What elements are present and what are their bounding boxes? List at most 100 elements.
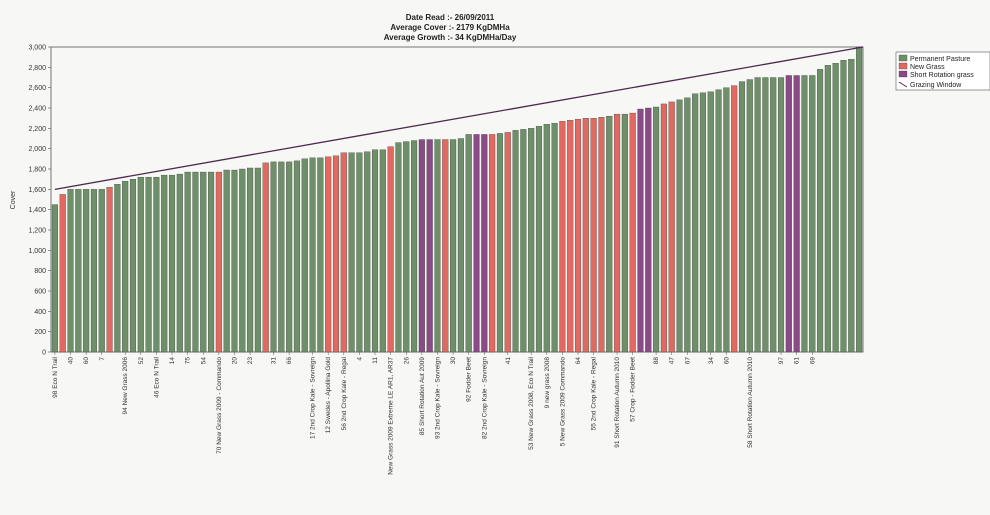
x-tick-label: 23 <box>247 357 254 365</box>
bar <box>785 75 792 353</box>
x-tick-label: 17 2nd Crop Kale - Sovreign <box>310 357 317 439</box>
bar <box>692 93 699 353</box>
y-tick-label: 1,000 <box>28 248 46 255</box>
x-tick-label: 69 <box>809 357 816 365</box>
bar <box>668 101 675 353</box>
bar <box>637 108 644 353</box>
y-tick-label: 1,200 <box>28 228 46 235</box>
date-read-text: Date Read :- 26/09/2011 <box>406 13 495 22</box>
bar <box>325 156 332 353</box>
bar <box>332 155 340 353</box>
bar <box>535 126 543 353</box>
x-tick-label: 60 <box>83 357 90 365</box>
x-tick-label: 5 New Grass 2009 Commando <box>559 357 566 447</box>
bar <box>629 112 636 353</box>
bar <box>465 134 472 353</box>
bar <box>247 167 254 353</box>
bar <box>309 157 316 353</box>
legend-swatch-permanent <box>898 54 908 62</box>
bar <box>770 77 777 353</box>
bar <box>426 139 433 353</box>
y-tick-label: 2,800 <box>28 65 46 72</box>
bar <box>387 146 394 353</box>
x-tick-label: 56 2nd Crop Kale - Regal <box>341 356 348 430</box>
bar <box>450 139 457 353</box>
bar <box>840 60 847 353</box>
bar <box>856 46 863 353</box>
y-tick-label: 2,200 <box>28 126 46 133</box>
x-tick-label: 14 <box>169 357 176 365</box>
x-tick-label: 12 Swedes - Apollina Gold <box>325 357 332 434</box>
legend-label-new-grass: New Grass <box>910 64 945 71</box>
y-tick-label: 1,600 <box>28 187 46 194</box>
y-tick-label: 1,800 <box>28 167 46 174</box>
bar <box>239 168 246 353</box>
y-tick-label: 400 <box>34 309 46 316</box>
bar <box>793 75 800 353</box>
bar <box>504 132 511 353</box>
bar <box>598 117 605 353</box>
bar <box>699 92 706 353</box>
bar <box>411 140 418 353</box>
bar <box>98 189 105 353</box>
bar <box>231 169 238 353</box>
x-tick-label: 46 Eco N Trail <box>153 356 160 397</box>
bar <box>192 171 199 353</box>
x-tick-label: 40 <box>68 357 75 365</box>
x-tick-label: 93 2nd Crop Kale - Sovreign <box>434 357 441 439</box>
x-tick-label: 91 Short Rotation Autumn 2010 <box>614 357 621 448</box>
x-tick-label: 20 <box>231 357 238 365</box>
bar <box>262 162 269 353</box>
bar <box>528 128 535 353</box>
bar <box>270 161 277 353</box>
x-tick-label: 75 <box>185 357 192 365</box>
plot-area: 0 200 400 600 800 1,000 1,200 1,400 1,600 1,800 2,… <box>28 45 864 475</box>
bar <box>168 174 176 353</box>
bar <box>51 204 58 353</box>
x-tick-label: 88 <box>653 357 660 365</box>
x-tick-label: 52 <box>138 357 145 365</box>
x-tick-label: 54 <box>200 357 207 365</box>
legend-swatch-short-rotation <box>898 70 908 78</box>
bar <box>653 106 660 353</box>
bar <box>223 169 230 353</box>
x-tick-label: 41 <box>505 357 512 365</box>
bar <box>777 77 785 353</box>
bar <box>738 81 746 353</box>
bar <box>801 75 808 353</box>
legend: Permanent Pasture New Grass Short Rotati… <box>895 51 990 91</box>
x-tick-label: 94 New Grass 2006 <box>122 357 129 415</box>
bar <box>551 123 558 353</box>
bar <box>489 134 496 353</box>
x-tick-label: 47 <box>669 357 676 365</box>
bar <box>67 189 74 353</box>
y-axis-label: Cover <box>10 190 17 209</box>
bar <box>208 171 215 353</box>
bar <box>348 152 355 353</box>
bar <box>254 167 261 353</box>
y-axis: 0 200 400 600 800 1,000 1,200 1,400 1,600 1,800 2,… <box>28 45 51 357</box>
bar <box>676 99 683 353</box>
bar <box>293 160 300 353</box>
x-tick-label: 85 Short Rotation Aut 2009 <box>419 357 426 435</box>
legend-label-short-rotation: Short Rotation grass <box>910 72 974 79</box>
bar <box>371 149 379 353</box>
x-tick-label: New Grass 2009 Extreme LE AR1, AR37 <box>388 357 395 475</box>
bar <box>176 173 183 353</box>
bar <box>684 97 691 353</box>
x-tick-label: 64 <box>575 357 582 365</box>
bar <box>59 194 66 353</box>
bar <box>145 176 152 353</box>
x-tick-label: 31 <box>271 357 278 365</box>
bar <box>317 157 324 353</box>
x-tick-label: 9 new grass 2008 <box>544 357 551 409</box>
y-tick-label: 800 <box>34 268 46 275</box>
bar <box>473 134 480 353</box>
bar <box>512 130 519 353</box>
y-tick-label: 1,400 <box>28 207 46 214</box>
bar-series <box>51 46 863 353</box>
bar <box>301 158 308 353</box>
y-tick-label: 2,400 <box>28 106 46 113</box>
bar <box>395 142 402 353</box>
average-growth-text: Average Growth :- 34 KgDMHa/Day <box>384 33 517 42</box>
